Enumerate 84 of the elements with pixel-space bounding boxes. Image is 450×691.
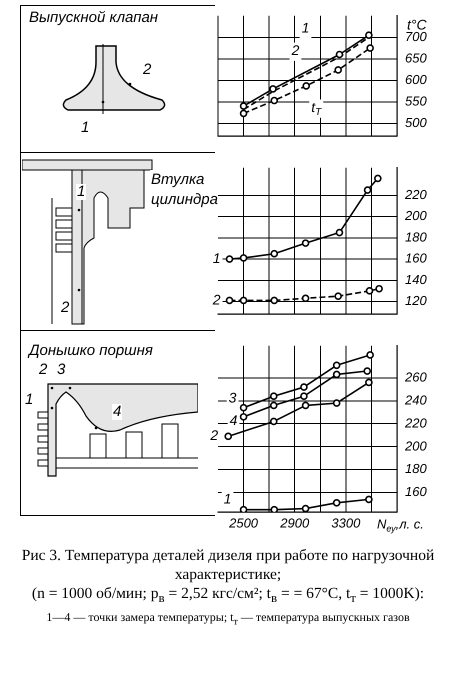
text: 3 xyxy=(56,361,66,378)
y-tick-label: 120 xyxy=(405,293,428,308)
y-tick-label: 140 xyxy=(405,272,428,287)
series-label: 4 xyxy=(230,412,238,428)
point xyxy=(302,504,310,512)
point xyxy=(270,296,278,304)
x-tick-label: 2500 xyxy=(228,515,259,530)
point xyxy=(269,85,277,93)
series-label: 2 xyxy=(290,42,300,58)
text: Донышко поршня xyxy=(28,342,154,359)
y-tick-label: 600 xyxy=(405,72,428,87)
y-tick-label: 200 xyxy=(404,208,428,224)
series-label: 3 xyxy=(228,390,237,406)
text: 1 xyxy=(302,19,310,36)
point xyxy=(302,239,310,247)
series-label: 2 xyxy=(209,427,218,444)
series-label: 2 xyxy=(212,291,221,308)
y-tick-label: 180 xyxy=(405,461,428,476)
point xyxy=(332,399,340,407)
y-tick-label: 650 xyxy=(405,50,428,66)
point xyxy=(300,392,308,400)
point xyxy=(365,496,373,504)
x-tick-label: 3300 xyxy=(331,515,362,530)
point xyxy=(336,228,344,236)
y-tick-label: 240 xyxy=(404,392,428,408)
point xyxy=(240,506,248,512)
text: Выпускной клапан xyxy=(28,9,160,26)
point xyxy=(366,351,374,359)
point xyxy=(270,418,278,426)
y-tick-label: 220 xyxy=(404,415,428,430)
text: 2 xyxy=(142,61,152,78)
point xyxy=(300,383,308,391)
point xyxy=(334,292,342,300)
point xyxy=(365,378,373,386)
text: 1 xyxy=(24,391,34,408)
y-tick-label: 160 xyxy=(405,484,428,500)
point xyxy=(363,367,372,375)
point xyxy=(240,254,248,262)
text: 1 xyxy=(80,119,90,136)
point xyxy=(302,294,310,302)
y-tick-label: 500 xyxy=(405,114,428,130)
point xyxy=(270,96,278,104)
y-tick-label: 550 xyxy=(405,93,428,108)
point xyxy=(224,432,232,440)
y-tick-label: 220 xyxy=(404,186,428,202)
point xyxy=(374,174,382,182)
point xyxy=(226,296,234,304)
point xyxy=(332,499,340,507)
annotation: Втулка цилиндра xyxy=(150,170,218,210)
y-tick-label: 180 xyxy=(405,229,428,244)
point xyxy=(332,370,340,378)
text: Рис 3. Температура деталей дизеля при работе по нагрузочной характеристике; xyxy=(20,546,436,584)
point xyxy=(270,402,278,410)
y-tick-label: 260 xyxy=(404,370,428,385)
point xyxy=(336,50,344,58)
x-tick-label: 2900 xyxy=(279,515,310,530)
text: (n = 1000 об/мин; p$_{в}$ = 2,52 кгс/см²; t$_{в}$ = = 67°C, t$_{т}$ = 1000K): xyxy=(30,584,426,608)
point xyxy=(270,392,278,400)
point xyxy=(366,287,374,295)
text: 2 xyxy=(38,361,48,378)
text: 1—4 — точки замера температуры; t$_{т}$ — температура выпускных газов xyxy=(45,609,411,630)
series-label: 1 xyxy=(212,250,221,266)
point xyxy=(270,250,278,258)
y-tick-label: 160 xyxy=(405,250,428,266)
point xyxy=(365,31,373,39)
point xyxy=(226,255,234,263)
y-tick-label: 200 xyxy=(404,438,428,454)
point xyxy=(240,110,248,118)
point xyxy=(366,44,374,52)
series-label: 1 xyxy=(224,490,232,507)
point xyxy=(240,102,248,110)
point xyxy=(375,284,383,293)
text: 2 xyxy=(60,299,70,316)
point xyxy=(364,186,372,194)
point xyxy=(302,82,310,90)
point xyxy=(240,296,248,304)
point xyxy=(332,361,340,370)
text: 1 xyxy=(76,183,86,200)
point xyxy=(240,413,248,421)
text: 4 xyxy=(112,403,122,420)
point xyxy=(302,402,310,410)
point xyxy=(240,404,248,412)
point xyxy=(334,66,342,74)
point xyxy=(270,506,278,512)
